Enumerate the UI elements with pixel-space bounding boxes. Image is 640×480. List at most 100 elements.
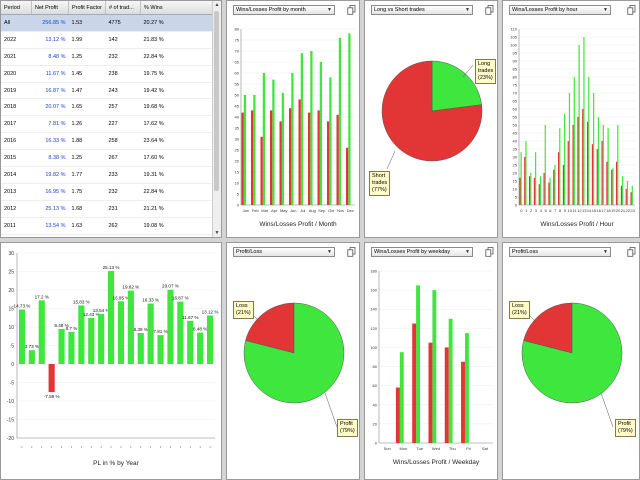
table-row[interactable]: 2011 13.54 % 1.63 262 19.08 % <box>1 217 221 235</box>
x-tick-label: 1 <box>525 208 528 213</box>
x-tick-label: Dec <box>347 208 354 213</box>
bar-year <box>147 303 154 364</box>
copy-icon[interactable] <box>485 5 494 15</box>
x-tick-label: 21 <box>621 208 626 213</box>
scroll-thumb[interactable] <box>214 11 219 191</box>
x-tick-label: 23 <box>630 208 635 213</box>
bar-year <box>197 332 204 364</box>
table-row[interactable]: 2012 25.13 % 1.68 231 21.21 % <box>1 200 221 218</box>
x-tick-label: 16 <box>597 208 602 213</box>
table-row[interactable]: 2022 13.12 % 1.99 142 21.83 % <box>1 31 221 49</box>
table-row[interactable]: 2016 16.33 % 1.88 258 23.64 % <box>1 132 221 151</box>
cell-period: 2012 <box>1 200 32 218</box>
month-chart-panel: Wins/Losses Profit by month ▼ 0 5 10 15 20 25 3… <box>226 0 360 238</box>
bar-losses <box>586 121 589 205</box>
y-tick-label: 5 <box>237 192 240 197</box>
y-tick-label: -15 <box>7 417 14 423</box>
y-tick-label: 20 <box>373 421 378 426</box>
col-profit-factor[interactable]: Profit Factor <box>68 1 106 15</box>
bar-wins <box>535 152 537 205</box>
bar-losses <box>615 161 618 205</box>
y-tick-label: 30 <box>8 251 14 257</box>
cell-wins: 23.64 % <box>140 132 221 151</box>
col-period[interactable]: Period <box>1 1 32 15</box>
chevron-down-icon: ▼ <box>603 249 608 255</box>
table-row[interactable]: All 256.85 % 1.53 4775 20.27 % <box>1 14 221 32</box>
bar-wins <box>617 125 619 205</box>
x-tick-label: Feb <box>252 208 260 213</box>
chart-type-select-hour[interactable]: Wins/Losses Profit by hour ▼ <box>509 5 611 15</box>
longshort-chart-panel: Long vs Short trades ▼ Long trades (23%) … <box>364 0 498 238</box>
bar-wins <box>607 128 609 205</box>
table-row[interactable]: 2018 20.07 % 1.65 257 19.68 % <box>1 98 221 117</box>
chart-type-select-longshort[interactable]: Long vs Short trades ▼ <box>371 5 473 15</box>
chart-type-select-weekday[interactable]: Wins/Losses Profit by weekday ▼ <box>371 247 473 257</box>
bar-losses <box>279 121 282 205</box>
callout-line <box>600 392 614 428</box>
y-tick-label: 110 <box>511 27 518 32</box>
cell-period: 2020 <box>1 65 32 83</box>
copy-icon[interactable] <box>627 247 636 257</box>
copy-icon[interactable] <box>347 247 356 257</box>
bar-year <box>187 320 194 364</box>
copy-icon[interactable] <box>347 5 356 15</box>
y-tick-label: 25 <box>8 269 14 275</box>
col-trades[interactable]: # of trad... <box>105 1 141 15</box>
x-tick-label: Fri <box>466 446 471 451</box>
bar-year <box>68 331 75 364</box>
col-wins[interactable]: % Wins <box>140 1 221 15</box>
x-tick-label: May <box>280 208 288 213</box>
table-row[interactable]: 2015 8.38 % 1.25 267 17.60 % <box>1 149 221 168</box>
cell-net-profit: 19.82 % <box>31 166 69 184</box>
chevron-down-icon: ▼ <box>327 249 332 255</box>
cell-profit-factor: 1.59 <box>68 234 106 237</box>
scroll-up-icon[interactable]: ▲ <box>214 2 220 8</box>
table-row[interactable]: 2020 11.67 % 1.45 238 19.75 % <box>1 65 221 83</box>
pie-slice <box>245 302 295 354</box>
table-row[interactable]: 2014 19.82 % 1.77 233 19.31 % <box>1 166 221 184</box>
y-tick-label: 20 <box>235 159 240 164</box>
bar-wins <box>272 79 275 205</box>
cell-period: 2016 <box>1 132 32 151</box>
bar-year <box>58 328 65 364</box>
table-row[interactable]: 201012.43 %1.5925620.70 % <box>1 234 221 237</box>
chart-type-select-pl1[interactable]: Profit/Loss ▼ <box>233 247 335 257</box>
data-label: 3.73 % <box>25 344 39 349</box>
bar-losses <box>444 347 449 443</box>
copy-icon[interactable] <box>485 247 494 257</box>
bar-wins <box>525 141 527 205</box>
table-row[interactable]: 2017 7.81 % 1.26 227 17.62 % <box>1 115 221 134</box>
bar-losses <box>519 177 521 205</box>
cell-profit-factor: 1.25 <box>68 149 106 168</box>
scroll-down-icon[interactable]: ▼ <box>214 230 220 236</box>
select-value: Wins/Losses Profit by month <box>236 7 306 13</box>
data-label: 8.48 % <box>193 327 207 332</box>
table-row[interactable]: 2013 16.95 % 1.75 232 22.84 % <box>1 183 221 201</box>
bar-losses <box>250 110 254 205</box>
year-chart-panel: -20 -15 -10 -5 0 5 10 15 20 25 30 14.73 % 3.73 % 17.2… <box>0 242 222 480</box>
chart-title: Wins/Losses Profit / Weekday <box>393 459 480 466</box>
bar-year <box>38 300 45 364</box>
y-tick-label: 60 <box>373 383 378 388</box>
cell-period: 2011 <box>1 217 32 235</box>
cell-period: 2019 <box>1 82 32 100</box>
chart-type-select-month[interactable]: Wins/Losses Profit by month ▼ <box>233 5 335 15</box>
cell-net-profit: 13.12 % <box>31 31 69 49</box>
x-tick-label: Jul <box>300 208 305 213</box>
bar-wins <box>243 95 247 205</box>
table-scrollbar[interactable]: ▲ ▼ <box>212 1 221 237</box>
cell-wins: 21.83 % <box>140 31 221 49</box>
cell-profit-factor: 1.53 <box>68 14 106 32</box>
table-row[interactable]: 2021 8.48 % 1.25 232 22.84 % <box>1 48 221 66</box>
bar-wins <box>554 165 556 205</box>
chart-type-select-pl2[interactable]: Profit/Loss ▼ <box>509 247 611 257</box>
y-tick-label: 50 <box>235 93 240 98</box>
copy-icon[interactable] <box>627 5 636 15</box>
col-net-profit[interactable]: Net Profit <box>31 1 69 15</box>
table-row[interactable]: 2019 16.87 % 1.47 243 19.42 % <box>1 82 221 100</box>
chevron-down-icon: ▼ <box>603 7 608 13</box>
cell-wins: 19.31 % <box>140 166 221 184</box>
bar-wins <box>253 95 256 205</box>
x-tick-label: 17 <box>601 208 606 213</box>
bar-wins <box>520 152 522 205</box>
